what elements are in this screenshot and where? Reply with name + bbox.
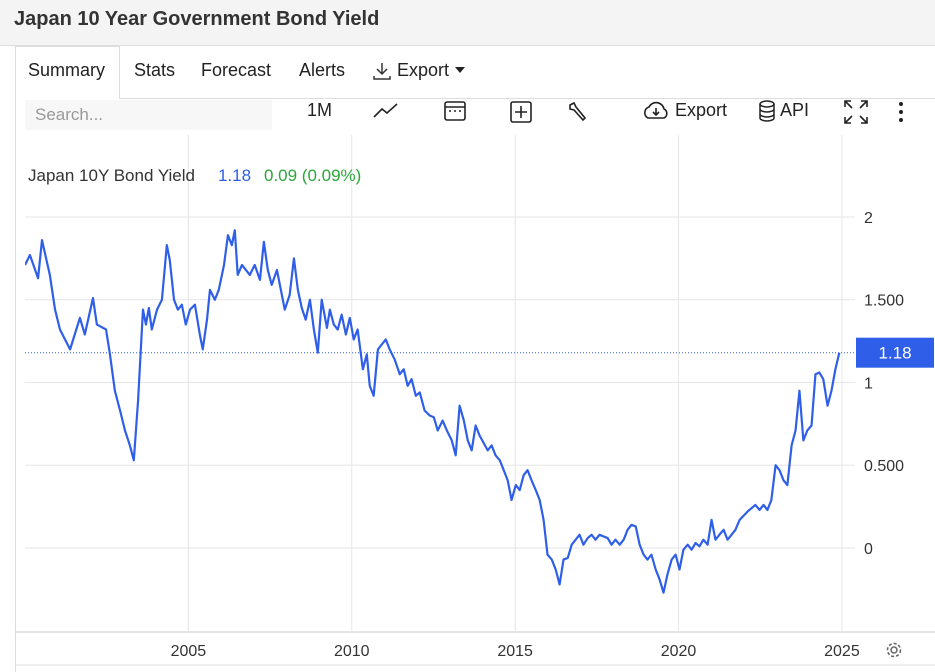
chart-panel bbox=[15, 99, 935, 672]
selected-tab-bg bbox=[15, 46, 120, 99]
download-icon[interactable] bbox=[372, 61, 392, 81]
settings-wrench-icon[interactable] bbox=[566, 100, 590, 124]
gear-icon[interactable] bbox=[886, 642, 902, 658]
last-value-label: 1.18 bbox=[878, 344, 911, 363]
series-line bbox=[25, 229, 841, 594]
y-tick-label: 2 bbox=[864, 210, 873, 227]
x-tick-label: 2015 bbox=[497, 643, 533, 660]
y-tick-label: 0 bbox=[864, 541, 873, 558]
last-value-box bbox=[856, 337, 934, 368]
fullscreen-icon[interactable] bbox=[843, 99, 869, 125]
x-tick-label: 2020 bbox=[661, 643, 697, 660]
y-tick-label: 0.500 bbox=[864, 458, 904, 475]
more-icon[interactable] bbox=[897, 101, 905, 123]
x-tick-label: 2025 bbox=[824, 643, 860, 660]
legend-series-name: Japan 10Y Bond Yield bbox=[28, 166, 195, 185]
tab-forecast[interactable]: Forecast bbox=[201, 60, 272, 80]
tab-stats[interactable]: Stats bbox=[134, 60, 176, 80]
x-tick-label: 2010 bbox=[334, 643, 370, 660]
plot-area bbox=[25, 229, 841, 594]
export-button[interactable]: Export bbox=[675, 100, 728, 120]
y-tick-label: 1.500 bbox=[864, 293, 904, 310]
y-tick-label: 1 bbox=[864, 375, 873, 392]
period-button[interactable]: 1M bbox=[307, 100, 333, 120]
tab-divider bbox=[120, 98, 935, 99]
cloud-download-icon[interactable] bbox=[641, 100, 671, 122]
search-placeholder: Search... bbox=[35, 105, 104, 124]
title-bar: Japan 10 Year Government Bond Yield bbox=[0, 0, 935, 46]
tab-alerts[interactable]: Alerts bbox=[299, 60, 346, 80]
grid bbox=[25, 135, 855, 632]
add-icon[interactable] bbox=[509, 100, 533, 124]
tab-summary[interactable]: Summary bbox=[28, 60, 106, 80]
legend-last-value: 1.18 bbox=[218, 166, 251, 185]
search-box[interactable]: Search... bbox=[25, 100, 272, 130]
api-button[interactable]: API bbox=[780, 100, 810, 120]
page-title: Japan 10 Year Government Bond Yield bbox=[14, 8, 380, 30]
line-type-icon[interactable] bbox=[372, 101, 400, 121]
tab-export[interactable]: Export bbox=[397, 60, 450, 80]
legend-change: 0.09 (0.09%) bbox=[264, 166, 361, 185]
calendar-icon[interactable] bbox=[443, 99, 467, 123]
caret bbox=[455, 67, 465, 73]
database-icon[interactable] bbox=[757, 100, 777, 122]
x-tick-label: 2005 bbox=[171, 643, 207, 660]
